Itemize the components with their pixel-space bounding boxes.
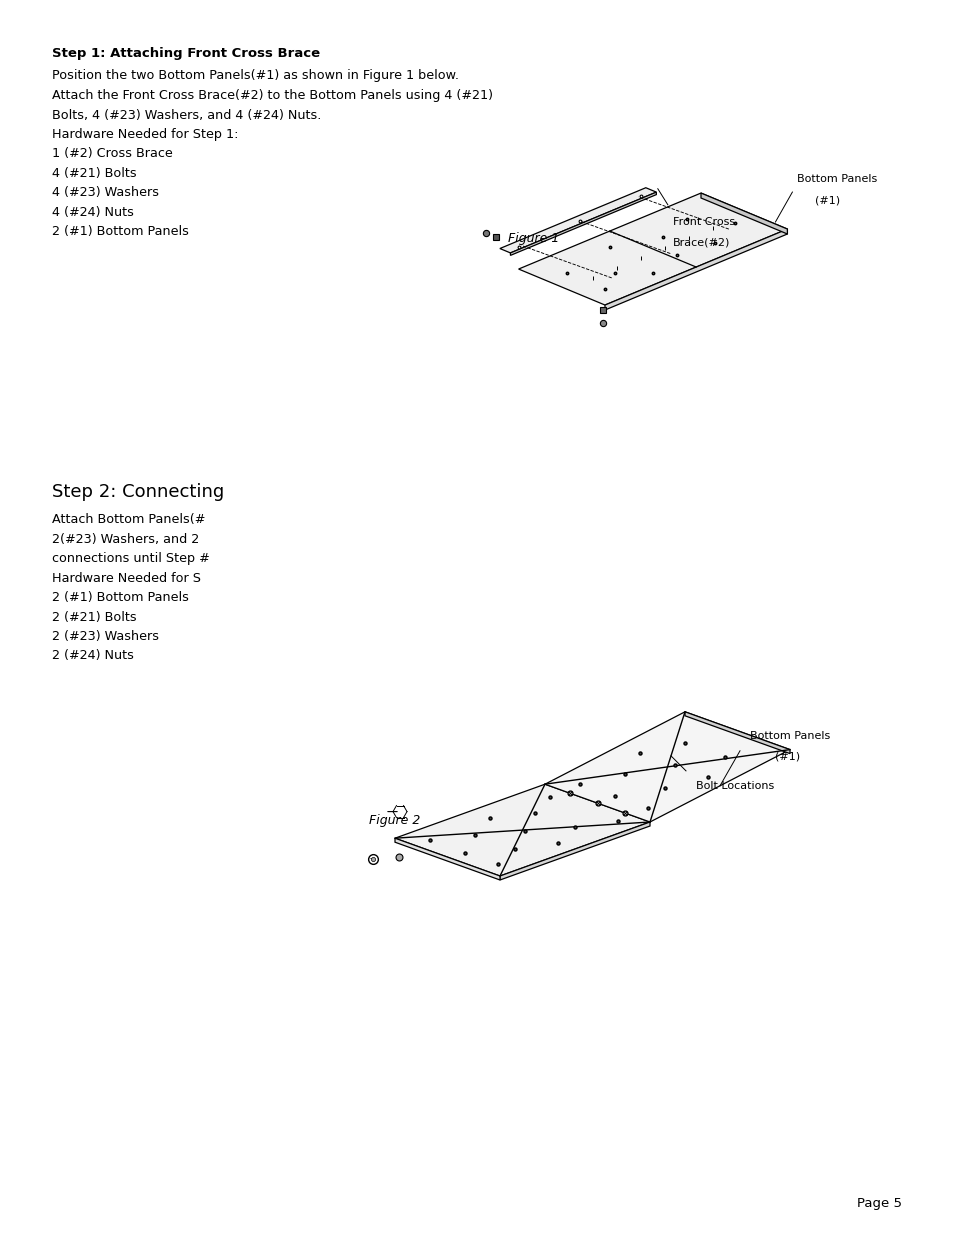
Polygon shape bbox=[604, 228, 786, 310]
Polygon shape bbox=[518, 193, 786, 305]
Text: 2 (#1) Bottom Panels: 2 (#1) Bottom Panels bbox=[52, 226, 189, 238]
Polygon shape bbox=[684, 711, 789, 753]
Text: Attach Bottom Panels(#: Attach Bottom Panels(# bbox=[52, 513, 205, 526]
Text: Hardware Needed for S: Hardware Needed for S bbox=[52, 572, 201, 584]
Text: Bolts, 4 (#23) Washers, and 4 (#24) Nuts.: Bolts, 4 (#23) Washers, and 4 (#24) Nuts… bbox=[52, 109, 321, 121]
Text: Front Cross: Front Cross bbox=[672, 216, 734, 227]
Text: Step 2: Connecting: Step 2: Connecting bbox=[52, 483, 224, 501]
Polygon shape bbox=[499, 823, 649, 881]
Polygon shape bbox=[544, 711, 789, 823]
Text: Bolt Locations: Bolt Locations bbox=[696, 781, 774, 790]
Text: Step 1: Attaching Front Cross Brace: Step 1: Attaching Front Cross Brace bbox=[52, 47, 320, 61]
Text: (#1): (#1) bbox=[774, 752, 800, 762]
Polygon shape bbox=[700, 193, 786, 233]
Text: Bottom Panels: Bottom Panels bbox=[749, 731, 829, 741]
Text: Attach the Front Cross Brace(#2) to the Bottom Panels using 4 (#21): Attach the Front Cross Brace(#2) to the … bbox=[52, 89, 493, 103]
Text: 4 (#24) Nuts: 4 (#24) Nuts bbox=[52, 206, 133, 219]
Text: 4 (#21) Bolts: 4 (#21) Bolts bbox=[52, 167, 136, 180]
Text: Figure 2: Figure 2 bbox=[369, 814, 420, 827]
Text: Figure 1: Figure 1 bbox=[508, 232, 559, 245]
Text: Brace(#2): Brace(#2) bbox=[672, 237, 729, 248]
Text: 2 (#24) Nuts: 2 (#24) Nuts bbox=[52, 650, 133, 662]
Text: Hardware Needed for Step 1:: Hardware Needed for Step 1: bbox=[52, 128, 238, 141]
Text: 2(#23) Washers, and 2: 2(#23) Washers, and 2 bbox=[52, 532, 199, 546]
Text: Position the two Bottom Panels(#1) as shown in Figure 1 below.: Position the two Bottom Panels(#1) as sh… bbox=[52, 69, 458, 83]
Text: Page 5: Page 5 bbox=[856, 1197, 901, 1210]
Text: 1 (#2) Cross Brace: 1 (#2) Cross Brace bbox=[52, 147, 172, 161]
Text: 2 (#1) Bottom Panels: 2 (#1) Bottom Panels bbox=[52, 592, 189, 604]
Text: connections until Step #: connections until Step # bbox=[52, 552, 210, 564]
Polygon shape bbox=[499, 188, 656, 253]
Text: 2 (#23) Washers: 2 (#23) Washers bbox=[52, 630, 159, 643]
Polygon shape bbox=[395, 839, 499, 881]
Text: 4 (#23) Washers: 4 (#23) Washers bbox=[52, 186, 159, 200]
Text: 2 (#21) Bolts: 2 (#21) Bolts bbox=[52, 610, 136, 624]
Polygon shape bbox=[510, 193, 656, 256]
Polygon shape bbox=[395, 784, 649, 876]
Text: -: - bbox=[370, 855, 373, 863]
Text: (#1): (#1) bbox=[815, 195, 840, 205]
Text: Bottom Panels: Bottom Panels bbox=[797, 174, 877, 184]
